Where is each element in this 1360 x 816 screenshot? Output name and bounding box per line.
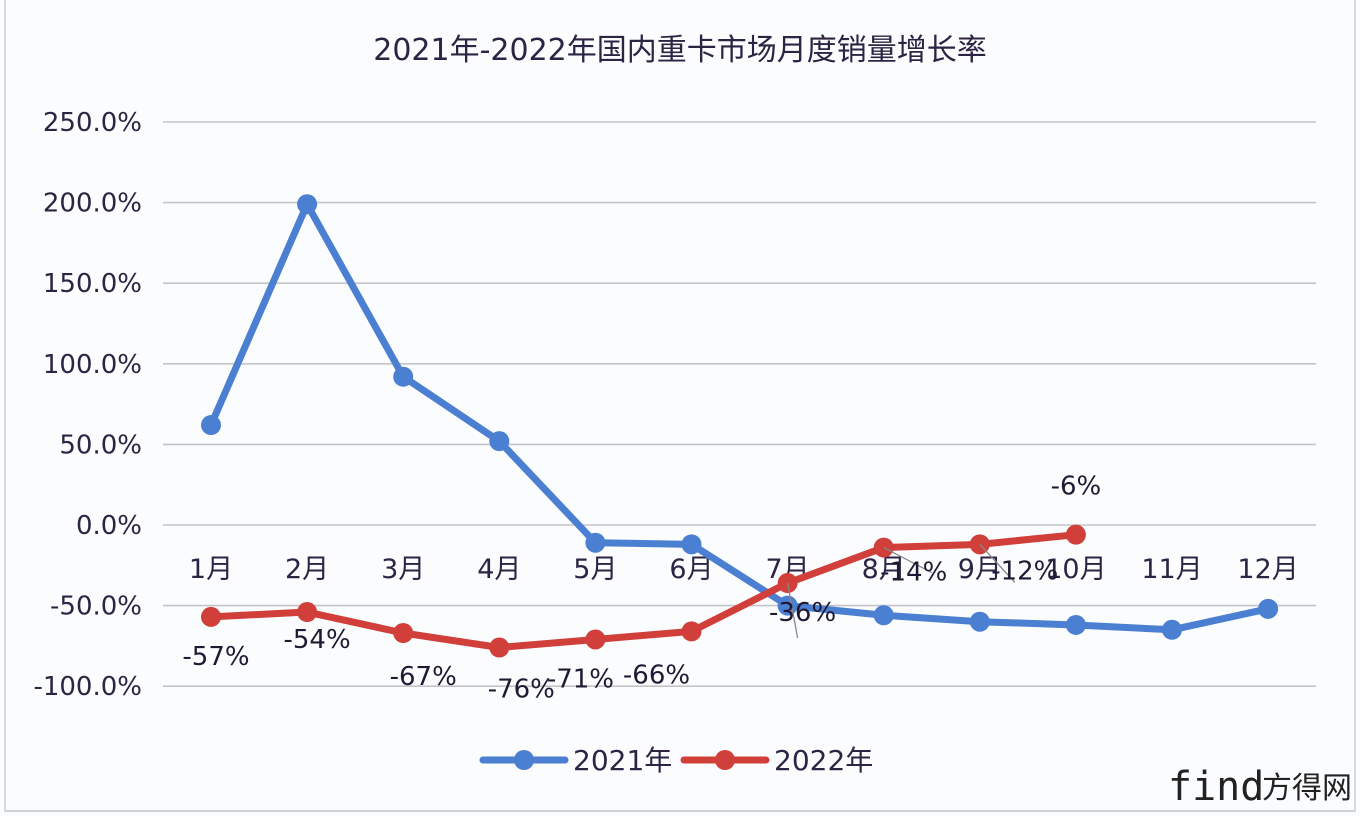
chart-title: 2021年-2022年国内重卡市场月度销量增长率 [373, 33, 987, 68]
x-tick-label: 3月 [381, 554, 425, 585]
y-tick-label: 250.0% [43, 108, 142, 138]
leader-line [979, 543, 1016, 583]
watermark-latin: find [1168, 764, 1264, 810]
y-tick-label: 0.0% [76, 511, 142, 541]
chart-frame [4, 0, 1356, 812]
legend: 2021年 2022年 [479, 744, 873, 777]
y-tick-label: 200.0% [43, 189, 142, 219]
x-tick-label: 9月 [958, 554, 1002, 585]
data-point [1065, 614, 1086, 635]
x-tick-label: 5月 [573, 554, 617, 585]
x-axis: 1月 2月 3月 4月 5月 6月 7月 8月 9月 10月 11月 12月 [189, 554, 1299, 585]
data-point [1258, 598, 1279, 619]
data-point [297, 602, 318, 623]
data-label: -36% [769, 598, 836, 628]
x-tick-label: 4月 [477, 554, 521, 585]
data-point [297, 194, 318, 215]
legend-label: 2021年 [573, 744, 672, 777]
watermark-chinese: 方得网 [1262, 771, 1352, 806]
y-tick-label: 100.0% [43, 350, 142, 380]
data-label: -54% [284, 625, 351, 655]
data-point [969, 611, 990, 632]
leader-line [883, 546, 933, 574]
y-axis: 250.0% 200.0% 150.0% 100.0% 50.0% 0.0% -50.0% -… [33, 108, 142, 702]
series-lines [201, 194, 1279, 658]
x-tick-label: 8月 [862, 554, 906, 585]
data-point [201, 606, 221, 627]
data-point [393, 366, 414, 387]
data-label: -66% [623, 660, 690, 690]
x-tick-label: 11月 [1141, 554, 1202, 585]
data-point [489, 431, 510, 452]
data-label: -14% [880, 558, 947, 588]
gridlines [163, 121, 1316, 688]
legend-marker [715, 750, 735, 770]
data-point [393, 623, 414, 644]
x-tick-label: 2月 [285, 554, 329, 585]
data-point [585, 532, 606, 553]
x-tick-label: 10月 [1045, 554, 1106, 585]
data-label: -12% [991, 556, 1058, 586]
data-label: -57% [182, 642, 249, 672]
series-line [207, 531, 1080, 652]
data-label: -6% [1051, 472, 1102, 502]
series-line [207, 200, 1272, 634]
legend-label: 2022年 [774, 744, 873, 777]
data-point [201, 415, 221, 436]
data-labels: -57% -54% -67% -76%-71% -66% -36% -14% -12% -6% [182, 472, 1101, 705]
data-point [1162, 619, 1182, 640]
data-point [489, 637, 510, 658]
data-point [873, 605, 894, 626]
y-tick-label: -100.0% [33, 672, 142, 702]
x-tick-label: 6月 [669, 554, 713, 585]
leader-line [786, 582, 799, 639]
data-point [585, 629, 606, 650]
y-tick-label: 50.0% [59, 430, 142, 460]
y-tick-label: 150.0% [43, 269, 142, 299]
y-tick-label: -50.0% [50, 592, 142, 622]
data-point [681, 534, 702, 555]
watermark: find 方得网 [1168, 764, 1352, 810]
data-label: -76% [488, 675, 555, 705]
legend-marker [514, 750, 534, 770]
data-point [681, 621, 702, 642]
data-label: -67% [390, 662, 457, 692]
data-point [1065, 524, 1086, 545]
data-label: -71% [547, 664, 614, 694]
x-tick-label: 12月 [1237, 554, 1298, 585]
x-tick-label: 1月 [189, 554, 233, 585]
